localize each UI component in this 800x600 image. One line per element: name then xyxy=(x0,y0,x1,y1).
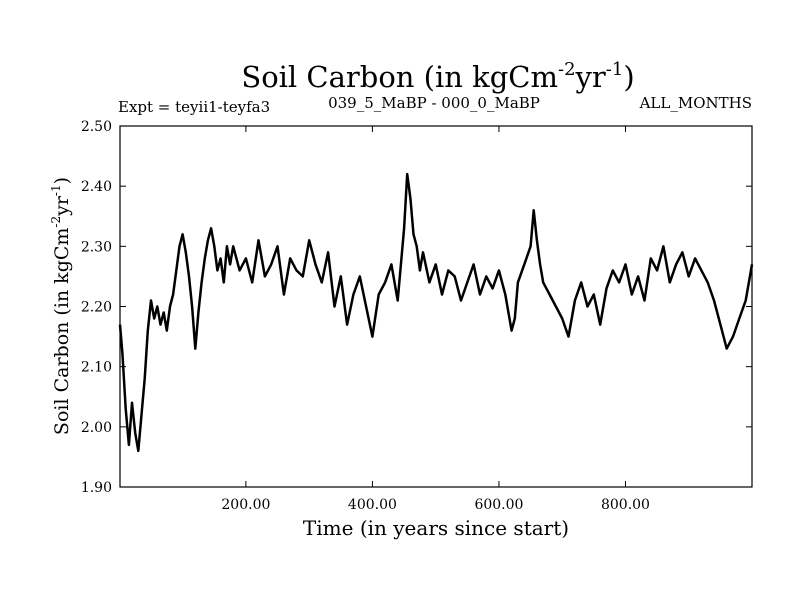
series-group xyxy=(118,172,754,453)
x-tick-label: 600.00 xyxy=(474,497,523,513)
x-tick-label: 800.00 xyxy=(601,497,650,513)
chart-title: Soil Carbon (in kgCm-2yr-1) xyxy=(241,59,634,94)
months-label: ALL_MONTHS xyxy=(639,94,752,112)
plot-frame xyxy=(119,125,753,488)
time-range-label: 039_5_MaBP - 000_0_MaBP xyxy=(328,94,540,112)
y-tick-label: 2.20 xyxy=(81,300,112,316)
y-tick-label: 2.10 xyxy=(81,360,112,376)
experiment-label: Expt = teyii1-teyfa3 xyxy=(118,98,270,116)
y-axis: 1.90 2.00 2.10 2.20 2.30 2.40 2.50 xyxy=(81,119,752,496)
x-tick-label: 200.00 xyxy=(221,497,270,513)
y-tick-label: 1.90 xyxy=(81,480,112,496)
x-axis: 200.00 400.00 600.00 800.00 xyxy=(221,126,650,513)
x-tick-label: 400.00 xyxy=(348,497,397,513)
y-tick-label: 2.00 xyxy=(81,420,112,436)
y-tick-label: 2.40 xyxy=(81,179,112,195)
y-tick-label: 2.50 xyxy=(81,119,112,135)
x-axis-title: Time (in years since start) xyxy=(303,516,569,540)
y-tick-label: 2.30 xyxy=(81,239,112,255)
series-line-0 xyxy=(118,172,754,453)
y-axis-title: Soil Carbon (in kgCm-2yr-1) xyxy=(49,177,73,435)
